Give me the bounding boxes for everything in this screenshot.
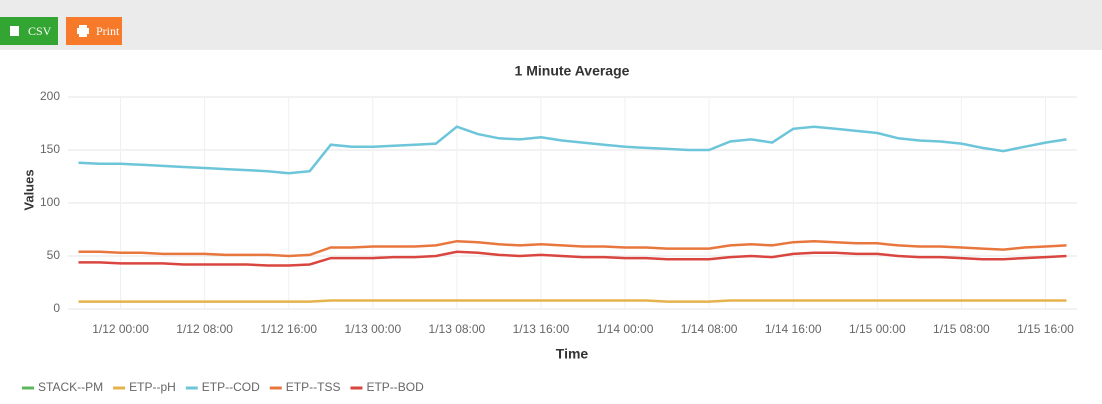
series-line <box>78 299 1067 303</box>
x-tick-label: 1/14 08:00 <box>681 322 738 336</box>
print-label: Print <box>96 24 120 38</box>
legend-label: ETP--pH <box>129 380 176 394</box>
x-tick-label: 1/15 00:00 <box>849 322 906 336</box>
y-tick-label: 100 <box>40 195 60 209</box>
x-tick-label: 1/15 08:00 <box>933 322 990 336</box>
y-tick-label: 0 <box>53 301 60 315</box>
legend-label: ETP--TSS <box>286 380 341 394</box>
legend-label: STACK--PM <box>38 380 103 394</box>
x-tick-label: 1/14 00:00 <box>597 322 654 336</box>
x-axis-label: Time <box>556 346 589 362</box>
series-line <box>78 250 1067 267</box>
x-tick-label: 1/13 16:00 <box>513 322 570 336</box>
legend-label: ETP--COD <box>202 380 260 394</box>
legend-label: ETP--BOD <box>366 380 424 394</box>
x-tick-label: 1/14 16:00 <box>765 322 822 336</box>
y-tick-label: 150 <box>40 142 60 156</box>
x-tick-label: 1/13 00:00 <box>344 322 401 336</box>
x-tick-label: 1/12 00:00 <box>92 322 149 336</box>
series-line <box>78 239 1067 258</box>
csv-button[interactable]: CSV <box>0 17 58 45</box>
x-tick-label: 1/13 08:00 <box>429 322 486 336</box>
csv-label: CSV <box>28 24 52 38</box>
x-tick-label: 1/15 16:00 <box>1017 322 1074 336</box>
y-tick-label: 200 <box>40 89 60 103</box>
toolbar <box>0 0 1102 50</box>
y-tick-label: 50 <box>47 248 61 262</box>
x-tick-label: 1/12 08:00 <box>176 322 233 336</box>
print-icon <box>77 25 89 37</box>
series-line <box>78 125 1067 175</box>
x-tick-label: 1/12 16:00 <box>260 322 317 336</box>
csv-icon <box>10 26 19 36</box>
print-button[interactable]: Print <box>66 17 122 45</box>
chart-title: 1 Minute Average <box>515 63 630 79</box>
y-axis-label: Values <box>21 169 36 210</box>
